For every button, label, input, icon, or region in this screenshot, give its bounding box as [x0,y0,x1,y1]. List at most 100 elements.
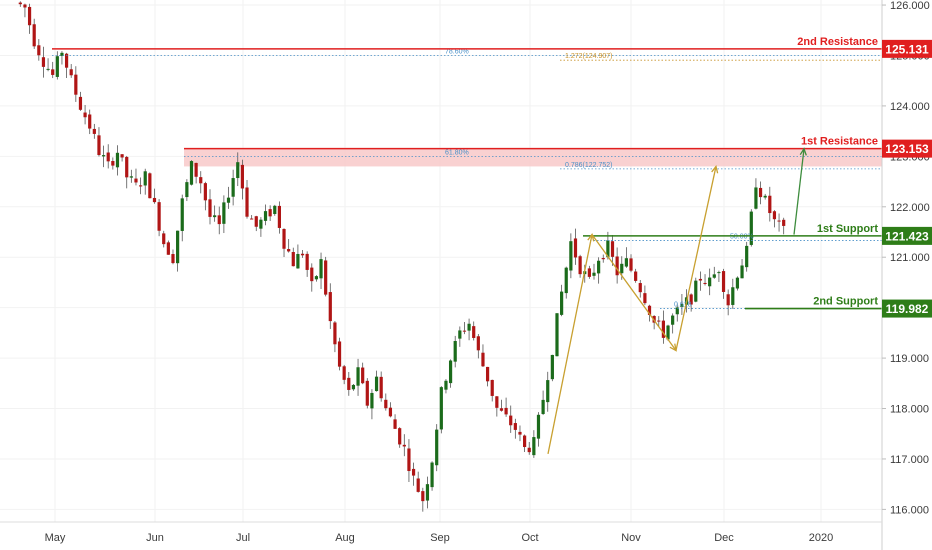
candle-body [384,399,388,409]
candle-body [712,274,716,278]
fib-label: 50.00% [730,234,754,241]
candlestick-series [18,1,786,512]
y-tick-label: 116.000 [890,504,929,516]
candle-body [597,260,601,274]
candle-body [509,415,513,426]
candle-body [356,367,360,386]
candle-body [347,377,351,390]
candle-body [97,135,101,156]
candle-body [379,376,383,399]
candle-body [310,267,314,282]
candle-body [601,258,605,260]
candle-body [27,6,32,26]
candle-body [361,367,365,384]
candle-body [370,392,374,409]
candle-body [129,176,133,178]
level-label: 1st Resistance [801,136,878,148]
x-tick-label: Nov [621,532,641,544]
candle-body [319,259,323,279]
candle-body [638,283,642,293]
candle-body [661,320,665,338]
candle-body [69,69,73,76]
candle-body [64,53,69,68]
x-tick-label: Jun [146,532,164,544]
candle-body [208,199,212,217]
candle-body [643,293,647,304]
fib-label: 0.786(122.752) [565,162,612,169]
candle-body [41,57,46,67]
candle-body [435,429,439,466]
candle-body [439,387,443,430]
candle-body [421,491,425,502]
candle-body [536,414,541,439]
candle-body [226,197,231,203]
candle-body [199,177,203,184]
x-axis[interactable]: May Jun Jul Aug Sep Oct Nov Dec 2020 [45,532,834,544]
candle-body [758,187,763,198]
candle-body [772,211,777,220]
candle-body [495,396,499,408]
candle-body [305,253,309,270]
candle-body [411,468,416,476]
x-tick-label: 2020 [809,532,833,544]
candle-body [106,152,110,162]
candle-body [88,114,92,129]
candle-body [222,202,226,224]
price-tags: 125.131 123.153 121.423 119.982 [882,39,932,318]
candle-body [680,304,684,307]
candle-body [374,376,379,392]
candle-body [125,156,129,178]
y-axis[interactable]: 126.000125.000124.000123.000122.000121.0… [882,0,930,516]
support-resistance-levels: 2nd Resistance 1st Resistance 1st Support 2… [52,36,882,310]
candle-body [657,320,661,322]
candle-body [430,462,434,488]
candle-body [291,251,295,267]
candle-body [18,2,22,5]
candle-body [171,254,175,264]
candle-body [78,96,83,110]
candle-body [592,272,596,276]
level-label: 1st Support [817,223,878,235]
candle-body [180,198,184,231]
candle-body [615,256,619,276]
candle-body [578,256,582,275]
candle-body [782,219,786,226]
candle-body [176,230,180,264]
x-tick-label: Jul [236,532,250,544]
candle-body [398,428,402,445]
candle-body [300,253,305,256]
candle-body [148,173,152,199]
fibonacci-levels: 78.60% 1.272(124.907) 61.80% 0.786(122.752)… [52,48,882,309]
chart-grid [0,0,882,522]
candle-body [217,215,221,225]
candle-body [550,354,554,380]
candle-body [83,112,87,118]
candle-body [504,407,508,415]
level-label: 2nd Resistance [797,36,878,48]
candle-body [236,162,240,179]
candle-body [60,52,64,56]
candle-body [250,218,254,220]
candle-body [55,56,59,77]
candle-body [726,294,730,306]
candle-body [333,322,337,345]
candle-body [402,444,406,447]
candle-body [777,220,781,222]
candle-body [620,263,624,274]
candle-body [731,287,735,305]
candle-body [240,164,244,189]
candle-body [624,258,628,267]
candle-body [388,407,393,417]
candle-body [735,277,740,289]
candle-body [634,271,638,281]
price-tag-label: 123.153 [885,142,929,156]
candle-body [185,182,189,198]
y-tick-label: 126.000 [890,0,930,12]
candle-body [263,211,268,221]
candle-body [101,155,106,157]
candle-body [717,272,721,274]
y-tick-label: 119.000 [890,353,929,365]
candle-body [351,384,356,390]
candle-body [560,291,564,315]
